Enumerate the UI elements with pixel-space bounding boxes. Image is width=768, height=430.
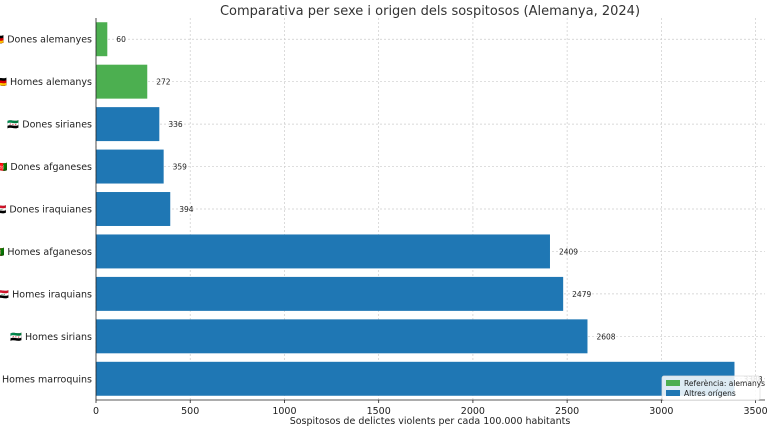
bar — [96, 234, 550, 269]
category-label: 🇩🇪 Homes alemanys — [0, 76, 92, 88]
data-label: 2608 — [596, 332, 615, 341]
bar — [96, 319, 588, 354]
category-label: 🇩🇪 Dones alemanyes — [0, 34, 92, 46]
data-label: 2479 — [572, 290, 591, 299]
category-label: 🇸🇾 Homes sirians — [10, 331, 92, 343]
category-label: 🇸🇾 Dones sirianes — [7, 119, 92, 131]
bar — [96, 192, 171, 226]
x-tick-label: 3000 — [649, 406, 673, 417]
category-label: 🇮🇶 Homes iraquians — [0, 288, 92, 300]
data-label: 336 — [168, 120, 183, 129]
data-label: 272 — [156, 78, 171, 87]
bars — [96, 22, 735, 396]
x-tick-label: 1500 — [367, 406, 391, 417]
data-label: 2409 — [559, 247, 578, 256]
legend-swatch — [666, 380, 680, 386]
bar — [96, 276, 564, 311]
category-labels: 🇩🇪 Dones alemanyes 🇩🇪 Homes alemanys 🇸🇾 Do… — [0, 34, 92, 386]
x-tick-label: 3500 — [743, 406, 767, 417]
x-tick-label: 2500 — [555, 406, 579, 417]
x-tick-label: 1000 — [272, 406, 296, 417]
data-label: 394 — [179, 205, 194, 214]
bar — [96, 107, 160, 142]
category-label: 🇦🇫 Homes afganesos — [0, 246, 92, 258]
category-label: 🇦🇫 Dones afganeses — [0, 161, 92, 173]
category-label: 🇮🇶 Dones iraquianes — [0, 204, 92, 216]
bar — [96, 64, 148, 99]
x-tick-label: 500 — [181, 406, 199, 417]
bar — [96, 361, 735, 396]
data-label: 60 — [116, 35, 126, 44]
x-tick-label: 0 — [93, 406, 99, 417]
category-label: 🇲🇦 Homes marroquins — [0, 373, 92, 385]
legend-swatch — [666, 390, 680, 396]
legend-label: Referència: alemanys — [684, 379, 765, 388]
legend-box — [661, 375, 761, 401]
data-label: 359 — [173, 163, 188, 172]
legend-label: Altres orígens — [684, 389, 736, 398]
chart-title: Comparativa per sexe i origen dels sospi… — [220, 4, 640, 19]
x-tick-label: 2000 — [461, 406, 485, 417]
x-ticks: 0 500 1000 1500 2000 2500 3000 3500 — [93, 400, 768, 417]
bar — [96, 149, 164, 184]
bar — [96, 22, 108, 57]
x-axis-label: Sospitosos de delictes violents per cada… — [290, 416, 571, 427]
